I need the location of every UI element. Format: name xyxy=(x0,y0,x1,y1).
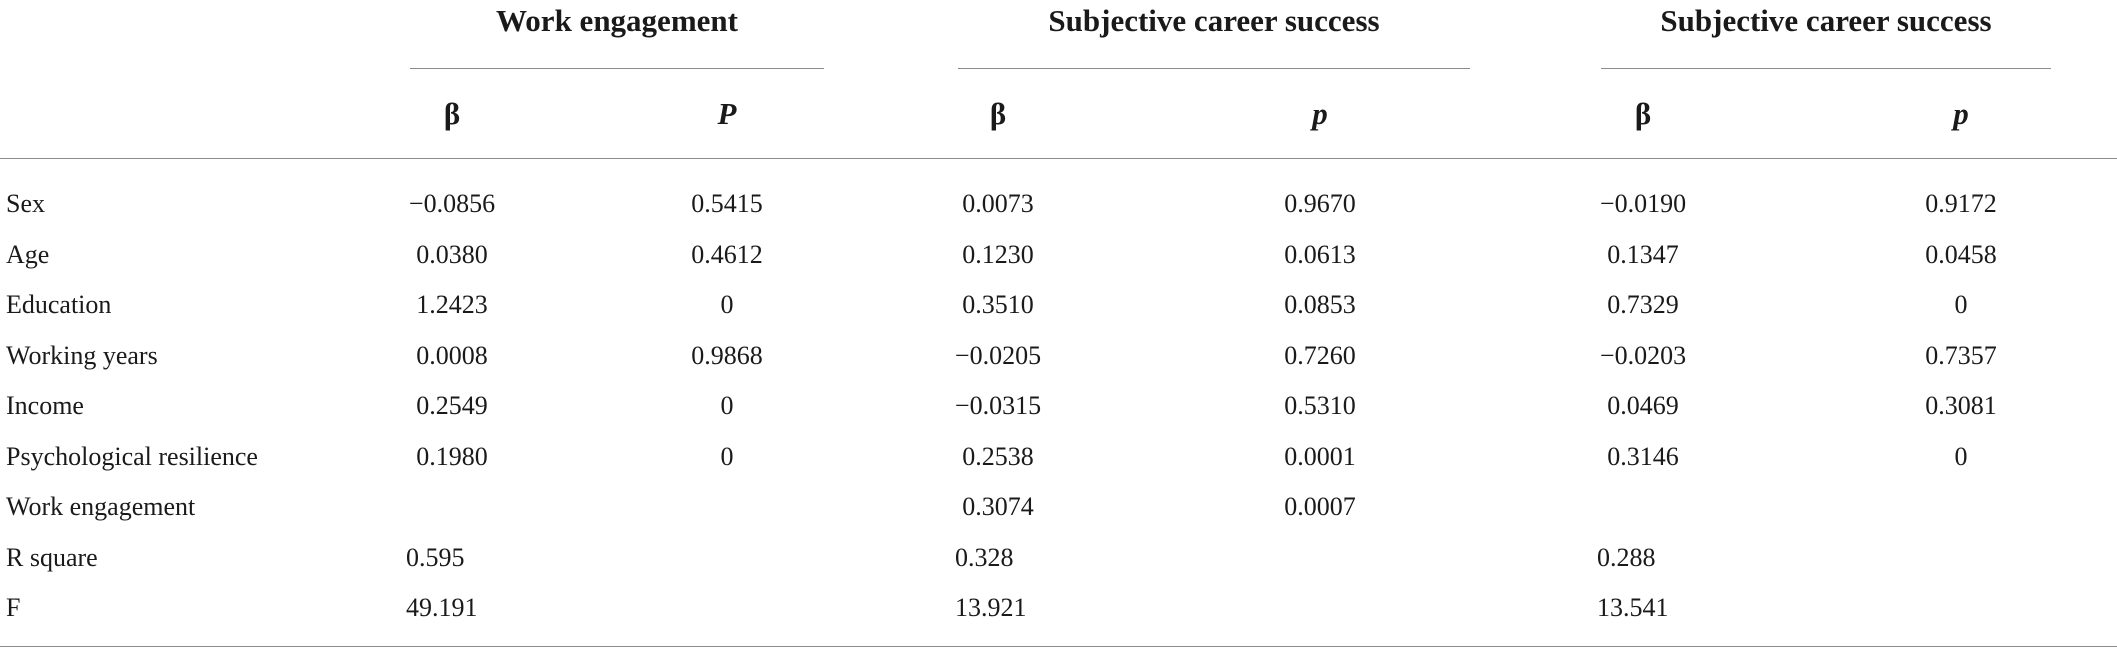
summary-cell: 13.541 xyxy=(1597,593,1669,622)
table-cell: 0.7329 xyxy=(1607,290,1679,319)
subhead-p-2: p xyxy=(1312,96,1328,131)
row-label: Psychological resilience xyxy=(6,442,258,471)
header-rule xyxy=(0,158,2117,159)
table-cell xyxy=(1861,487,2061,527)
table-cell: 0.3074 xyxy=(962,492,1034,521)
group-underline-2 xyxy=(958,68,1470,69)
summary-cell: 0.288 xyxy=(1597,543,1656,572)
table-cell: 0.0458 xyxy=(1925,240,1997,269)
table-cell: 0.2538 xyxy=(962,442,1034,471)
group-title-subjective-career-success-1: Subjective career success xyxy=(1048,3,1380,38)
table-cell: 0 xyxy=(720,391,734,420)
table-cell: 0.0853 xyxy=(1284,290,1356,319)
table-cell xyxy=(627,487,827,527)
table-cell: 0.2549 xyxy=(416,391,488,420)
group-title-work-engagement: Work engagement xyxy=(496,3,738,38)
table-cell: 0.3146 xyxy=(1607,442,1679,471)
table-cell: 0.0007 xyxy=(1284,492,1356,521)
subhead-p-1: P xyxy=(717,96,737,131)
table-cell: 0 xyxy=(720,290,734,319)
group-underline-1 xyxy=(410,68,824,69)
table-cell: 0 xyxy=(720,442,734,471)
bottom-rule xyxy=(0,646,2117,647)
table-cell: 0.1980 xyxy=(416,442,488,471)
summary-cell: 13.921 xyxy=(955,593,1027,622)
table-cell: 0.9868 xyxy=(691,341,763,370)
summary-cell: 49.191 xyxy=(406,593,478,622)
table-cell: 0.0380 xyxy=(416,240,488,269)
table-cell: 0.0613 xyxy=(1284,240,1356,269)
subhead-beta-2: β xyxy=(989,96,1007,131)
table-cell: 0.7260 xyxy=(1284,341,1356,370)
table-cell xyxy=(1543,487,1743,527)
table-cell: −0.0190 xyxy=(1599,189,1687,218)
table-cell: 0.0073 xyxy=(962,189,1034,218)
table-cell: 0.5310 xyxy=(1284,391,1356,420)
table-cell: −0.0856 xyxy=(408,189,496,218)
subhead-p-3: p xyxy=(1953,96,1969,131)
group-underline-3 xyxy=(1601,68,2051,69)
summary-cell: 0.595 xyxy=(406,543,465,572)
table-cell: 0.0008 xyxy=(416,341,488,370)
table-cell: 0.7357 xyxy=(1925,341,1997,370)
summary-row-label: R square xyxy=(6,543,98,572)
summary-row-label: F xyxy=(6,593,21,622)
table-cell: 0 xyxy=(1954,290,1968,319)
subhead-beta-3: β xyxy=(1634,96,1652,131)
row-label: Age xyxy=(6,240,50,269)
table-cell: 1.2423 xyxy=(416,290,488,319)
table-cell: 0.0469 xyxy=(1607,391,1679,420)
table-cell: 0.4612 xyxy=(691,240,763,269)
table-cell: −0.0203 xyxy=(1599,341,1687,370)
table-cell xyxy=(352,487,552,527)
row-label: Working years xyxy=(6,341,158,370)
table-cell: 0.1230 xyxy=(962,240,1034,269)
table-cell: 0.5415 xyxy=(691,189,763,218)
row-label: Work engagement xyxy=(6,492,196,521)
table-cell: 0.0001 xyxy=(1284,442,1356,471)
table-cell: 0.9172 xyxy=(1925,189,1997,218)
row-label: Sex xyxy=(6,189,45,218)
table-cell: 0.3510 xyxy=(962,290,1034,319)
table-cell: 0.1347 xyxy=(1607,240,1679,269)
summary-cell: 0.328 xyxy=(955,543,1014,572)
subhead-beta-1: β xyxy=(443,96,461,131)
table-cell: −0.0315 xyxy=(954,391,1042,420)
table-cell: 0.3081 xyxy=(1925,391,1997,420)
group-title-subjective-career-success-2: Subjective career success xyxy=(1660,3,1992,38)
row-label: Education xyxy=(6,290,112,319)
table-cell: 0.9670 xyxy=(1284,189,1356,218)
table-cell: −0.0205 xyxy=(954,341,1042,370)
row-label: Income xyxy=(6,391,84,420)
table-cell: 0 xyxy=(1954,442,1968,471)
